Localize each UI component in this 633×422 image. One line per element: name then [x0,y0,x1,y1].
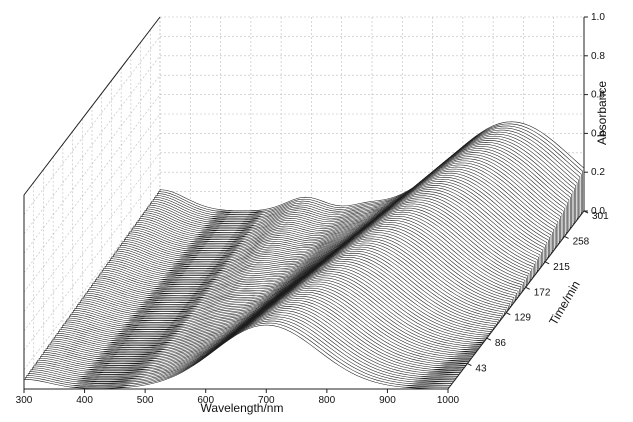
side-wall-gridline [23,133,161,312]
side-wall-gridline [23,36,161,215]
axes-frame [23,16,585,390]
side-wall-gridline [23,113,161,293]
time-tick-mark [486,337,492,341]
side-wall-gridline [23,75,161,254]
z-tick-label: 0.8 [591,51,605,62]
z-tick-label: 0.0 [591,206,605,217]
time-tick-mark [506,312,511,316]
x-tick-label: 600 [197,395,214,406]
z-tick-label: 1.0 [591,12,605,23]
x-tick-label: 300 [16,395,33,406]
time-tick-label: 86 [495,338,507,349]
x-tick-label: 500 [137,395,154,406]
side-wall-gridline [23,55,161,234]
z-tick-label: 0.4 [591,128,605,139]
side-wall-gridline [23,172,161,351]
side-wall-gridline [23,191,161,370]
x-tick-label: 900 [379,395,396,406]
x-tick-label: 700 [258,395,275,406]
time-tick-mark [525,286,530,290]
time-tick-label: 258 [573,236,590,247]
time-tick-label: 301 [592,211,609,222]
z-tick-label: 0.2 [591,167,605,178]
z-axis-title: Absorbance [595,81,609,145]
tick-labels: 300 400 500 600 700 800 900 1000 43 86 129 172 215 25… [16,12,609,406]
y-axis-title: Time/min [546,278,583,327]
top-left-edge [23,16,161,196]
time-tick-label: 129 [514,313,531,324]
z-tick-label: 0.6 [591,90,605,101]
time-tick-label: 215 [553,262,570,273]
side-wall-gridline [23,152,161,331]
x-tick-label: 1000 [437,395,460,406]
time-tick-label: 43 [475,364,487,375]
side-wall-gridline [23,94,161,273]
x-tick-label: 800 [319,395,336,406]
time-tick-mark [544,261,550,265]
time-tick-mark [564,235,569,239]
spectrum-curve [23,324,449,390]
x-axis-title: Wavelength/nm [201,401,284,415]
time-axis-line [447,210,585,390]
x-tick-label: 400 [76,395,93,406]
time-tick-mark [467,363,472,367]
spectra-series [23,121,585,390]
time-tick-label: 172 [534,287,551,298]
